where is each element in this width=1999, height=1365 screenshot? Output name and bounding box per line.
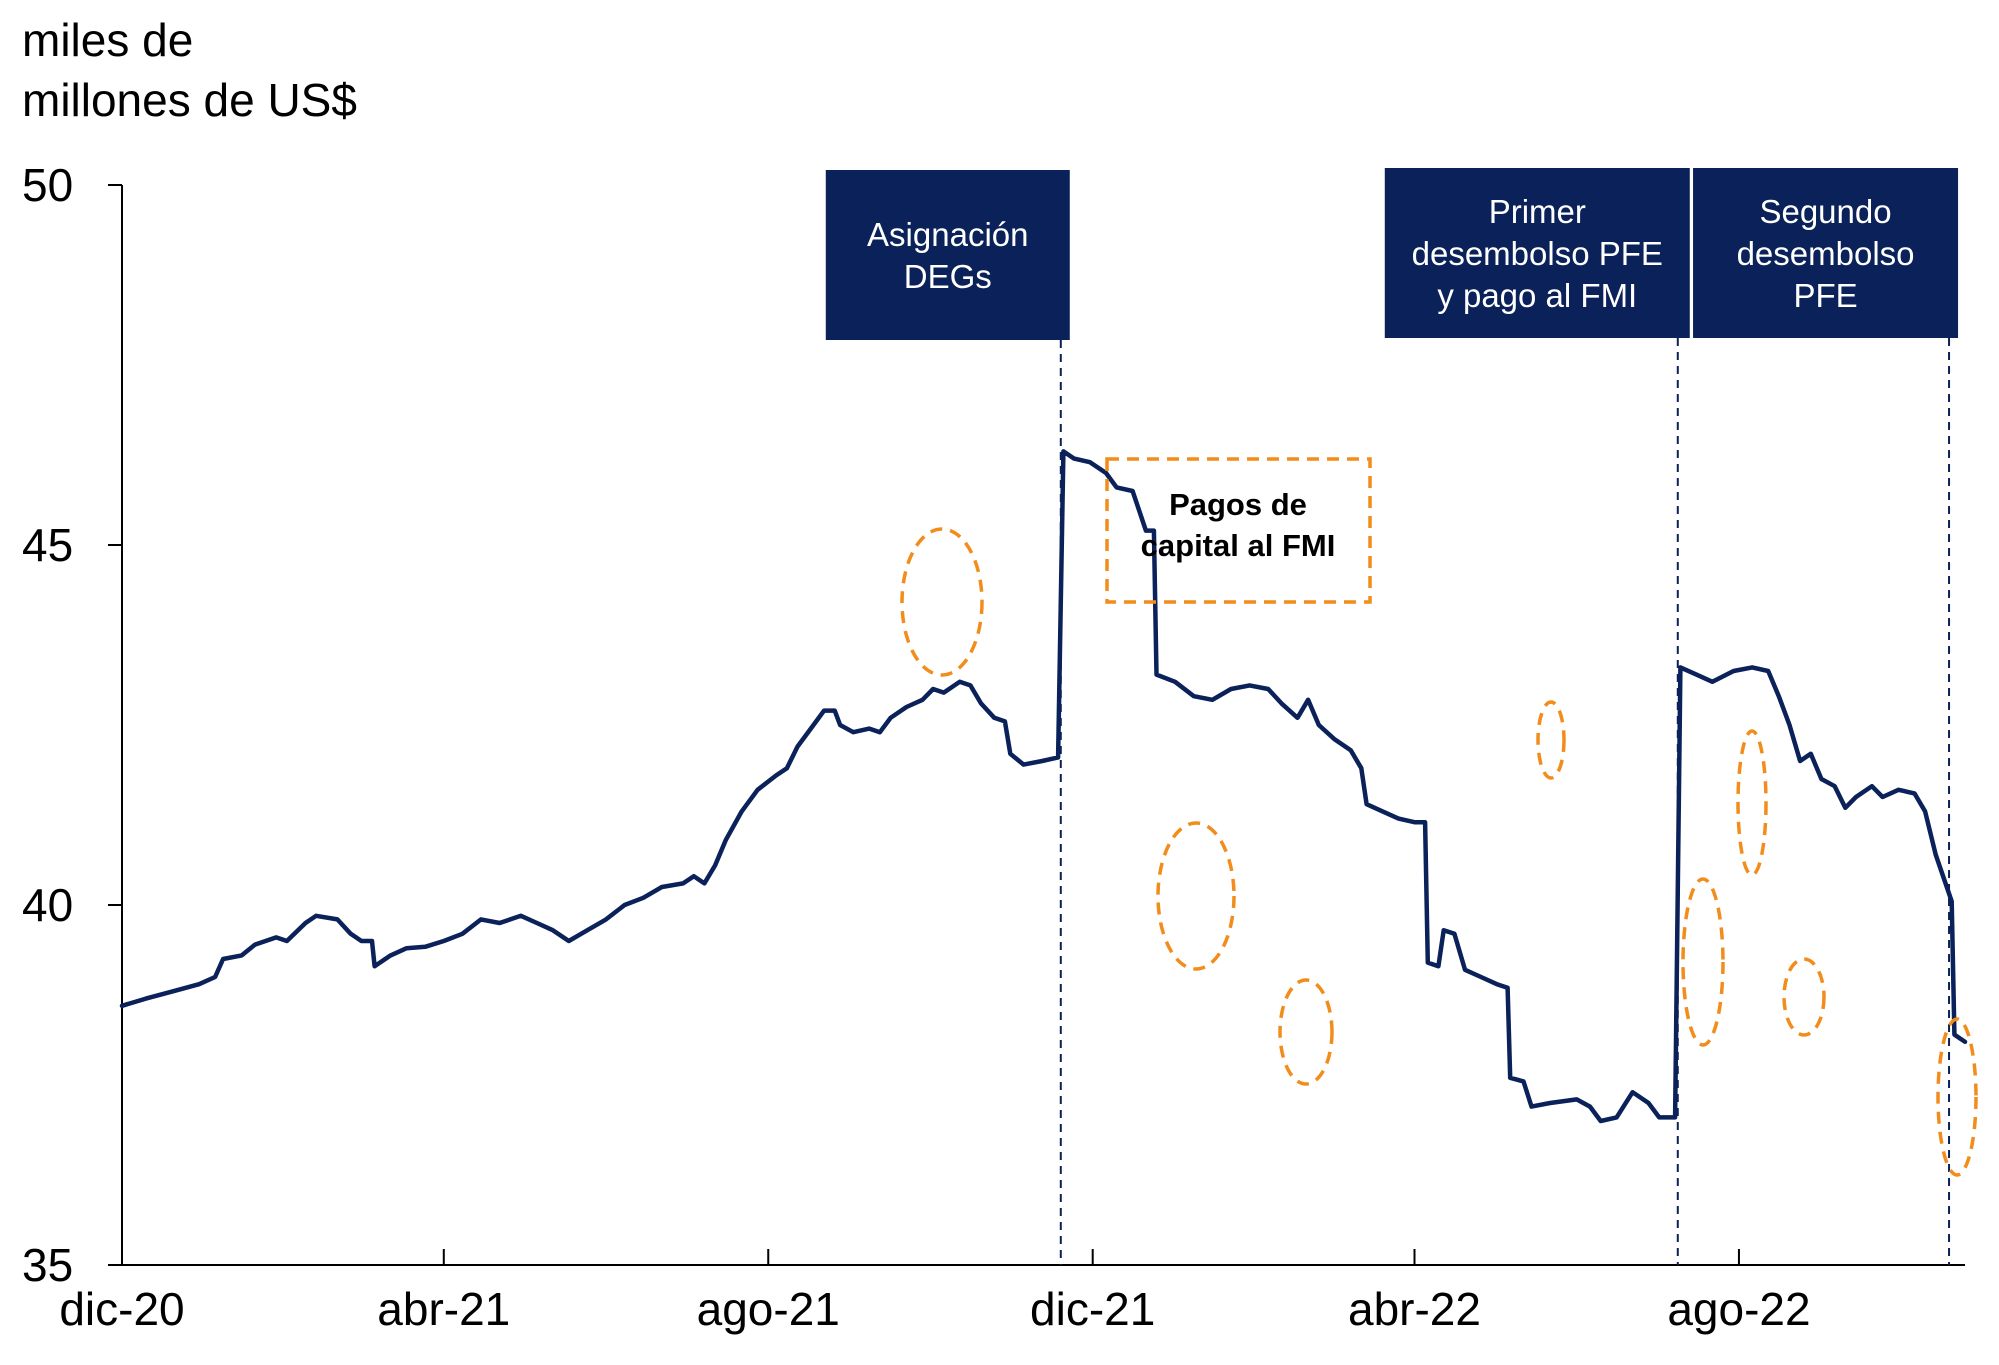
event-box-label: Asignación (867, 216, 1028, 253)
legend: Pagos de capital al FMI (1105, 457, 1372, 604)
x-tick-label: dic-20 (59, 1283, 184, 1335)
x-tick-label: dic-21 (1030, 1283, 1155, 1335)
event-box-label: DEGs (904, 258, 992, 295)
highlight-ellipse (900, 527, 984, 677)
legend-box (1105, 457, 1372, 604)
event-box-label: y pago al FMI (1437, 277, 1637, 314)
highlight-ellipse (1782, 957, 1826, 1037)
legend-label: capital al FMI (1141, 528, 1336, 563)
highlight-ellipse (1681, 877, 1725, 1047)
x-tick-label: abr-22 (1348, 1283, 1481, 1335)
highlight-ellipse (1736, 729, 1768, 877)
highlight-ellipse (1936, 1017, 1978, 1177)
series-line (119, 449, 1968, 1124)
highlight-ellipse (1278, 978, 1334, 1086)
legend-label: Pagos de (1169, 487, 1307, 522)
event-box (1693, 168, 1959, 338)
y-tick-label: 45 (22, 519, 73, 571)
series-layer (119, 449, 1968, 1124)
event-box (1384, 168, 1690, 338)
highlight-ellipse (1536, 700, 1566, 780)
y-axis-title-line: millones de US$ (22, 74, 357, 126)
event-box-label: PFE (1793, 277, 1857, 314)
y-tick-label: 50 (22, 159, 73, 211)
highlight-ellipses (900, 527, 1978, 1177)
x-tick-label: ago-22 (1667, 1283, 1810, 1335)
event-box-label: Segundo (1759, 193, 1891, 230)
y-tick-label: 35 (22, 1239, 73, 1291)
event-lines (1059, 338, 1951, 1265)
highlight-ellipse (1156, 821, 1236, 971)
event-box-label: desembolso PFE (1412, 235, 1663, 272)
event-boxes: Asignación DEGs Primer desembolso PFE y pago… (825, 168, 1959, 340)
event-box-label: desembolso (1737, 235, 1915, 272)
event-box (825, 170, 1070, 340)
y-axis-title-line: miles de (22, 14, 193, 66)
x-tick-label: abr-21 (377, 1283, 510, 1335)
event-box-label: Primer (1489, 193, 1586, 230)
x-tick-label: ago-21 (697, 1283, 840, 1335)
y-axis-title: miles de millones de US$ (22, 14, 357, 126)
y-tick-label: 40 (22, 879, 73, 931)
